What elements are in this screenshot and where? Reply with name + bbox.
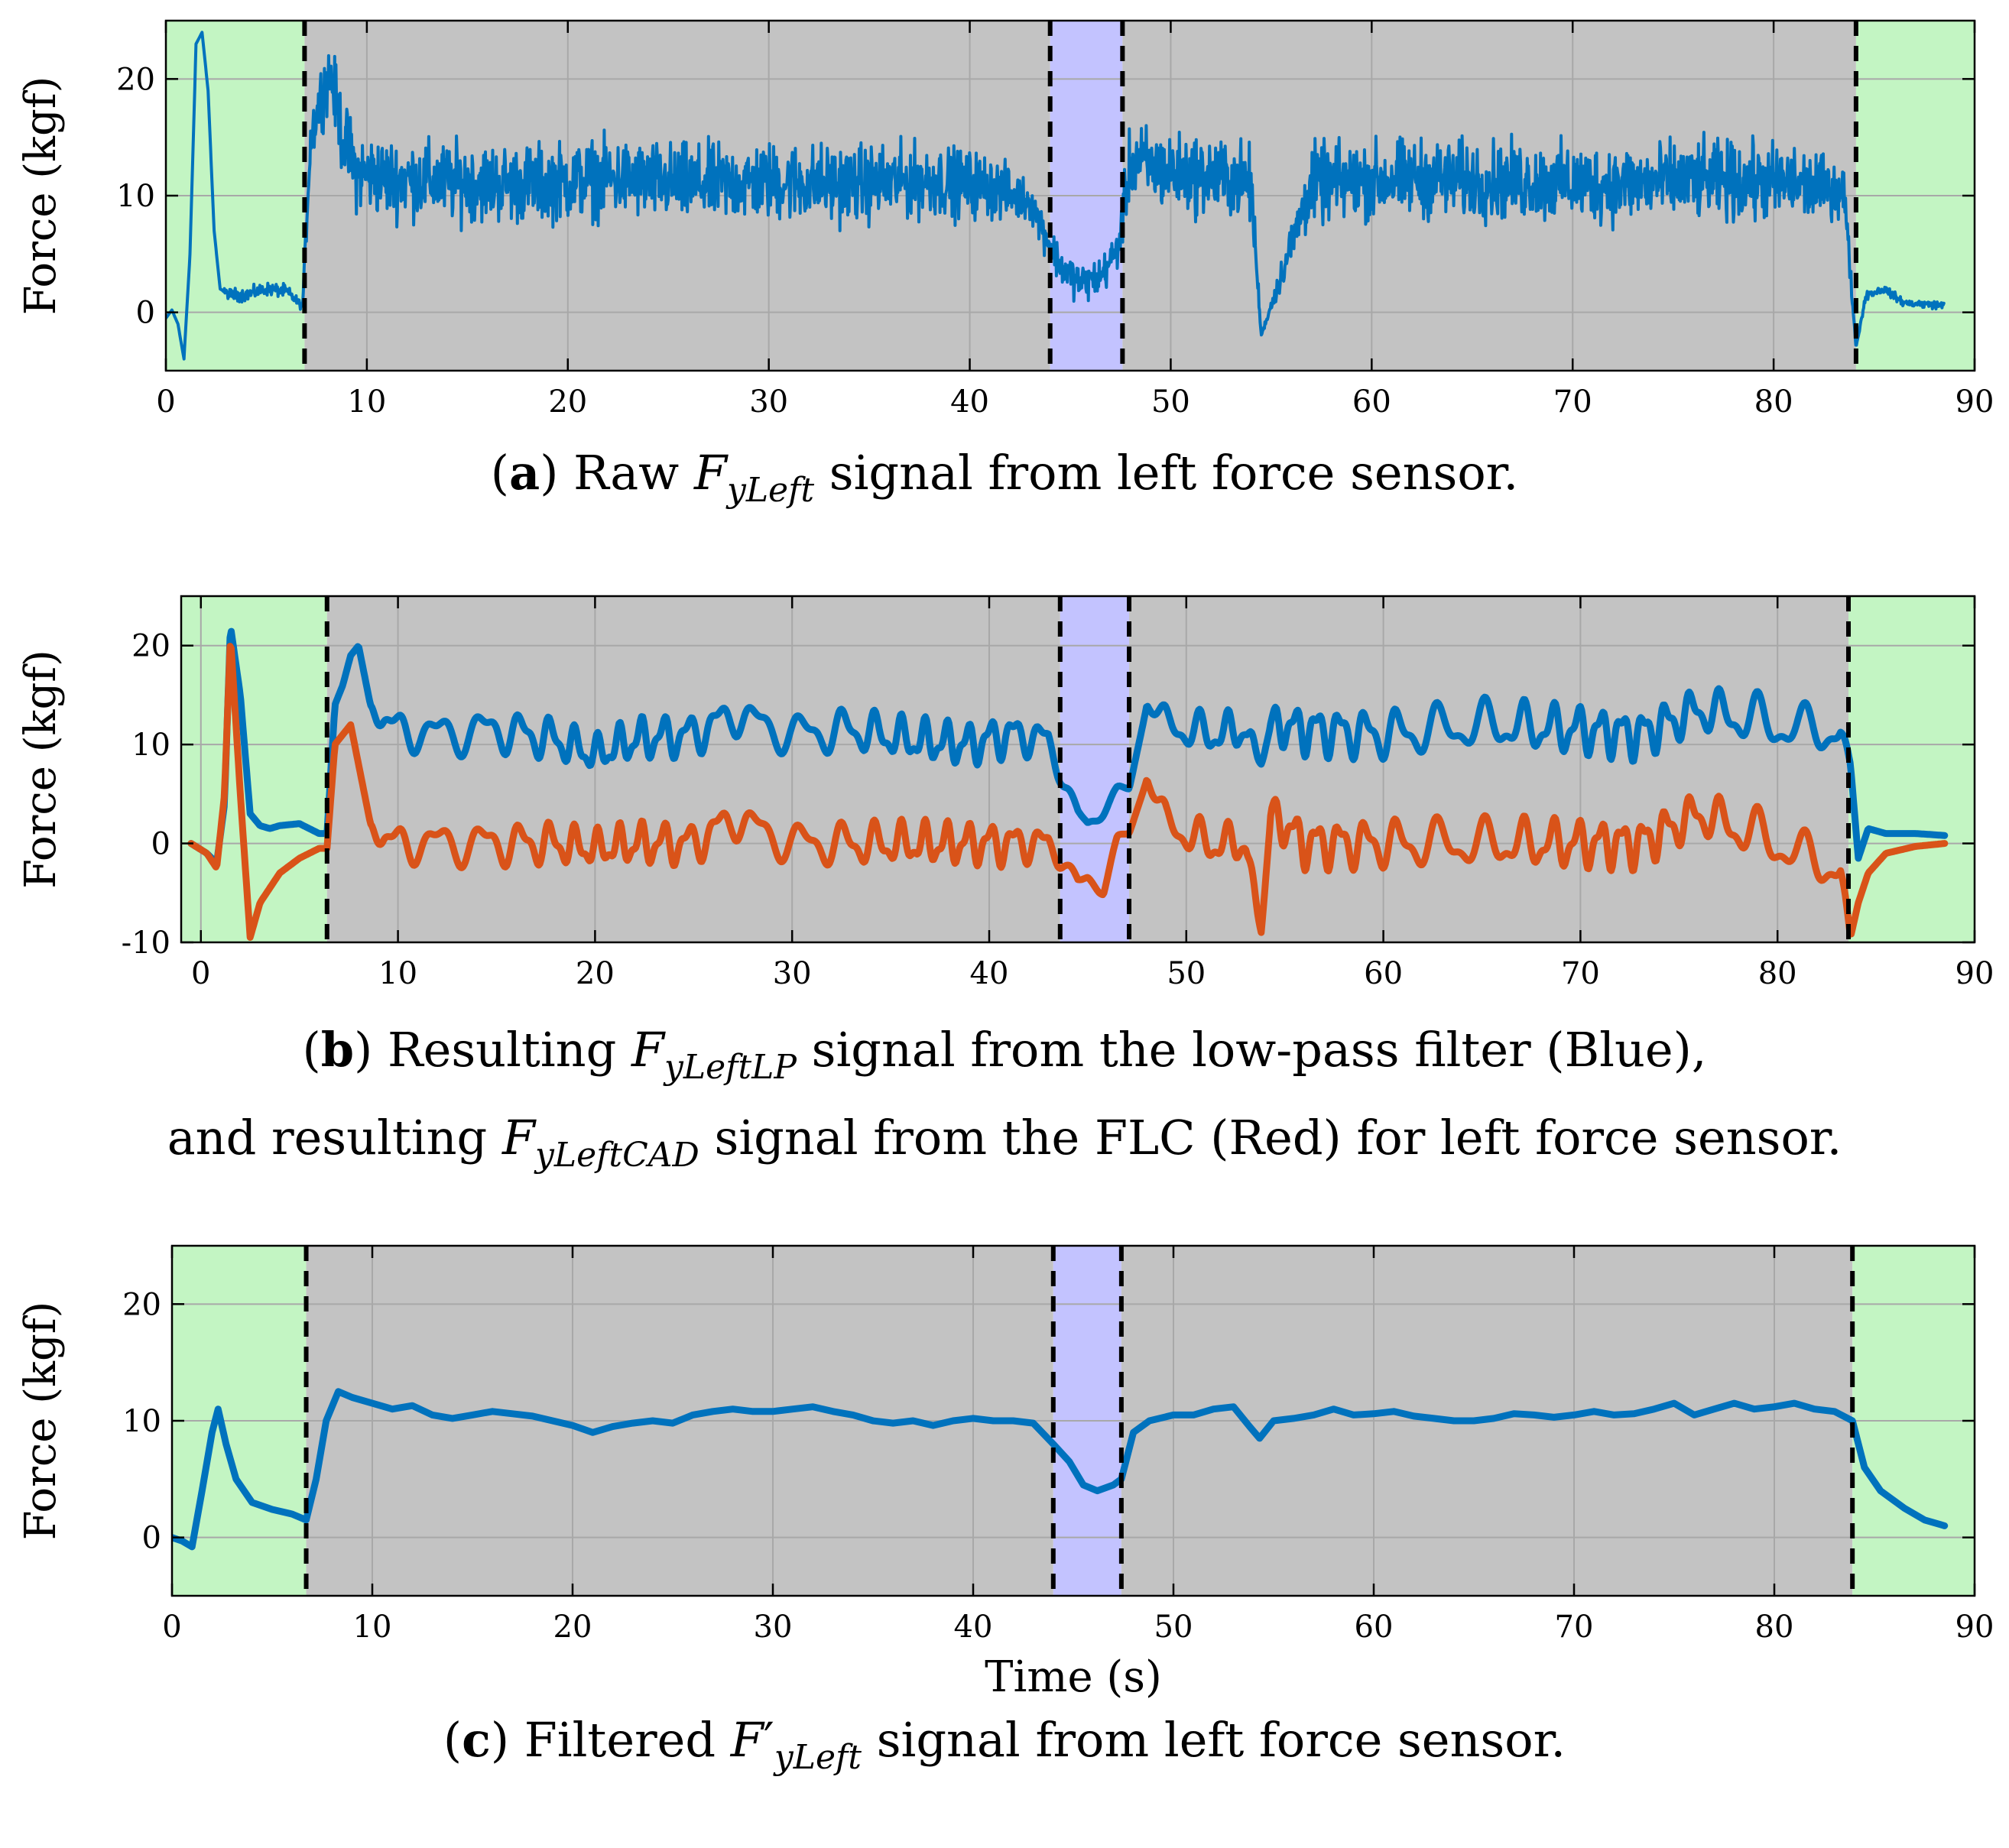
captions-layer: (a) Raw FyLeft signal from left force se… (167, 445, 1842, 1777)
y-tick-label: 10 (122, 1404, 161, 1439)
x-tick-label: 90 (1955, 384, 1994, 420)
x-tick-label: 70 (1561, 956, 1600, 991)
x-tick-label: 40 (970, 956, 1009, 991)
x-tick-label: 30 (773, 956, 812, 991)
x-axis-title: Time (s) (985, 1652, 1162, 1702)
x-tick-label: 30 (754, 1610, 793, 1645)
y-tick-label: 10 (131, 728, 170, 763)
caption-a: (a) Raw FyLeft signal from left force se… (491, 445, 1518, 510)
x-tick-label: 50 (1151, 384, 1190, 420)
series-line-blue (187, 627, 1949, 866)
region-green-4 (1848, 596, 1975, 942)
y-tick-label: 20 (116, 62, 155, 97)
y-axis-title: Force (kgf) (16, 1302, 66, 1541)
x-tick-label: 50 (1154, 1610, 1193, 1645)
plot-frame (180, 595, 1976, 944)
series-line-red (187, 643, 1949, 941)
panels-layer: 0 10 20 30 40 50 60 70 80 90 0 10 20 Force (kgf) 0 10 20… (16, 19, 1994, 1702)
x-tick-label: 60 (1352, 384, 1391, 420)
panel-c: 0 10 20 30 40 50 60 70 80 90 0 10 20 Force (kgf) Time … (16, 1244, 1994, 1702)
series-line-blue (166, 31, 1946, 361)
caption-c: (c) Filtered F′yLeft signal from left fo… (443, 1712, 1566, 1777)
x-tick-label: 10 (347, 384, 386, 420)
y-tick-label: 20 (131, 629, 170, 664)
x-tick-label: 0 (162, 1610, 181, 1645)
region-gray-3 (1129, 596, 1849, 942)
x-tick-label: 60 (1364, 956, 1403, 991)
x-tick-label: 20 (548, 384, 587, 420)
x-tick-label: 90 (1955, 956, 1994, 991)
x-tick-label: 20 (553, 1610, 592, 1645)
x-tick-label: 80 (1758, 956, 1797, 991)
x-tick-label: 80 (1755, 1610, 1794, 1645)
series-line-blue (172, 1388, 1949, 1551)
y-tick-label: 0 (136, 296, 155, 331)
x-tick-label: 0 (191, 956, 210, 991)
x-tick-label: 60 (1355, 1610, 1394, 1645)
x-tick-label: 70 (1555, 1610, 1594, 1645)
caption-b-line2: and resulting FyLeftCAD signal from the … (167, 1110, 1842, 1175)
x-tick-label: 10 (378, 956, 417, 991)
x-tick-label: 30 (749, 384, 788, 420)
x-tick-label: 0 (156, 384, 175, 420)
x-tick-label: 90 (1955, 1610, 1994, 1645)
y-axis-title: Force (kgf) (16, 76, 66, 316)
x-tick-label: 40 (950, 384, 989, 420)
x-tick-label: 50 (1167, 956, 1206, 991)
y-tick-label: 10 (116, 179, 155, 214)
y-tick-label: 0 (142, 1521, 161, 1556)
region-gray-1 (326, 596, 1060, 942)
x-tick-label: 80 (1754, 384, 1793, 420)
x-tick-label: 70 (1553, 384, 1592, 420)
y-tick-label: 0 (151, 827, 170, 862)
x-tick-label: 40 (954, 1610, 993, 1645)
y-axis-title: Force (kgf) (16, 650, 66, 889)
y-tick-label: -10 (122, 926, 170, 961)
x-tick-label: 10 (353, 1610, 392, 1645)
caption-b: (b) Resulting FyLeftLP signal from the l… (303, 1022, 1707, 1087)
region-green-0 (181, 596, 327, 942)
y-tick-label: 20 (122, 1287, 161, 1322)
panel-a: 0 10 20 30 40 50 60 70 80 90 0 10 20 Force (kgf) (16, 19, 1994, 420)
panel-b: 0 10 20 30 40 50 60 70 80 90 -10 0 10 20 Force (kgf) (16, 595, 1994, 991)
x-tick-label: 20 (576, 956, 615, 991)
